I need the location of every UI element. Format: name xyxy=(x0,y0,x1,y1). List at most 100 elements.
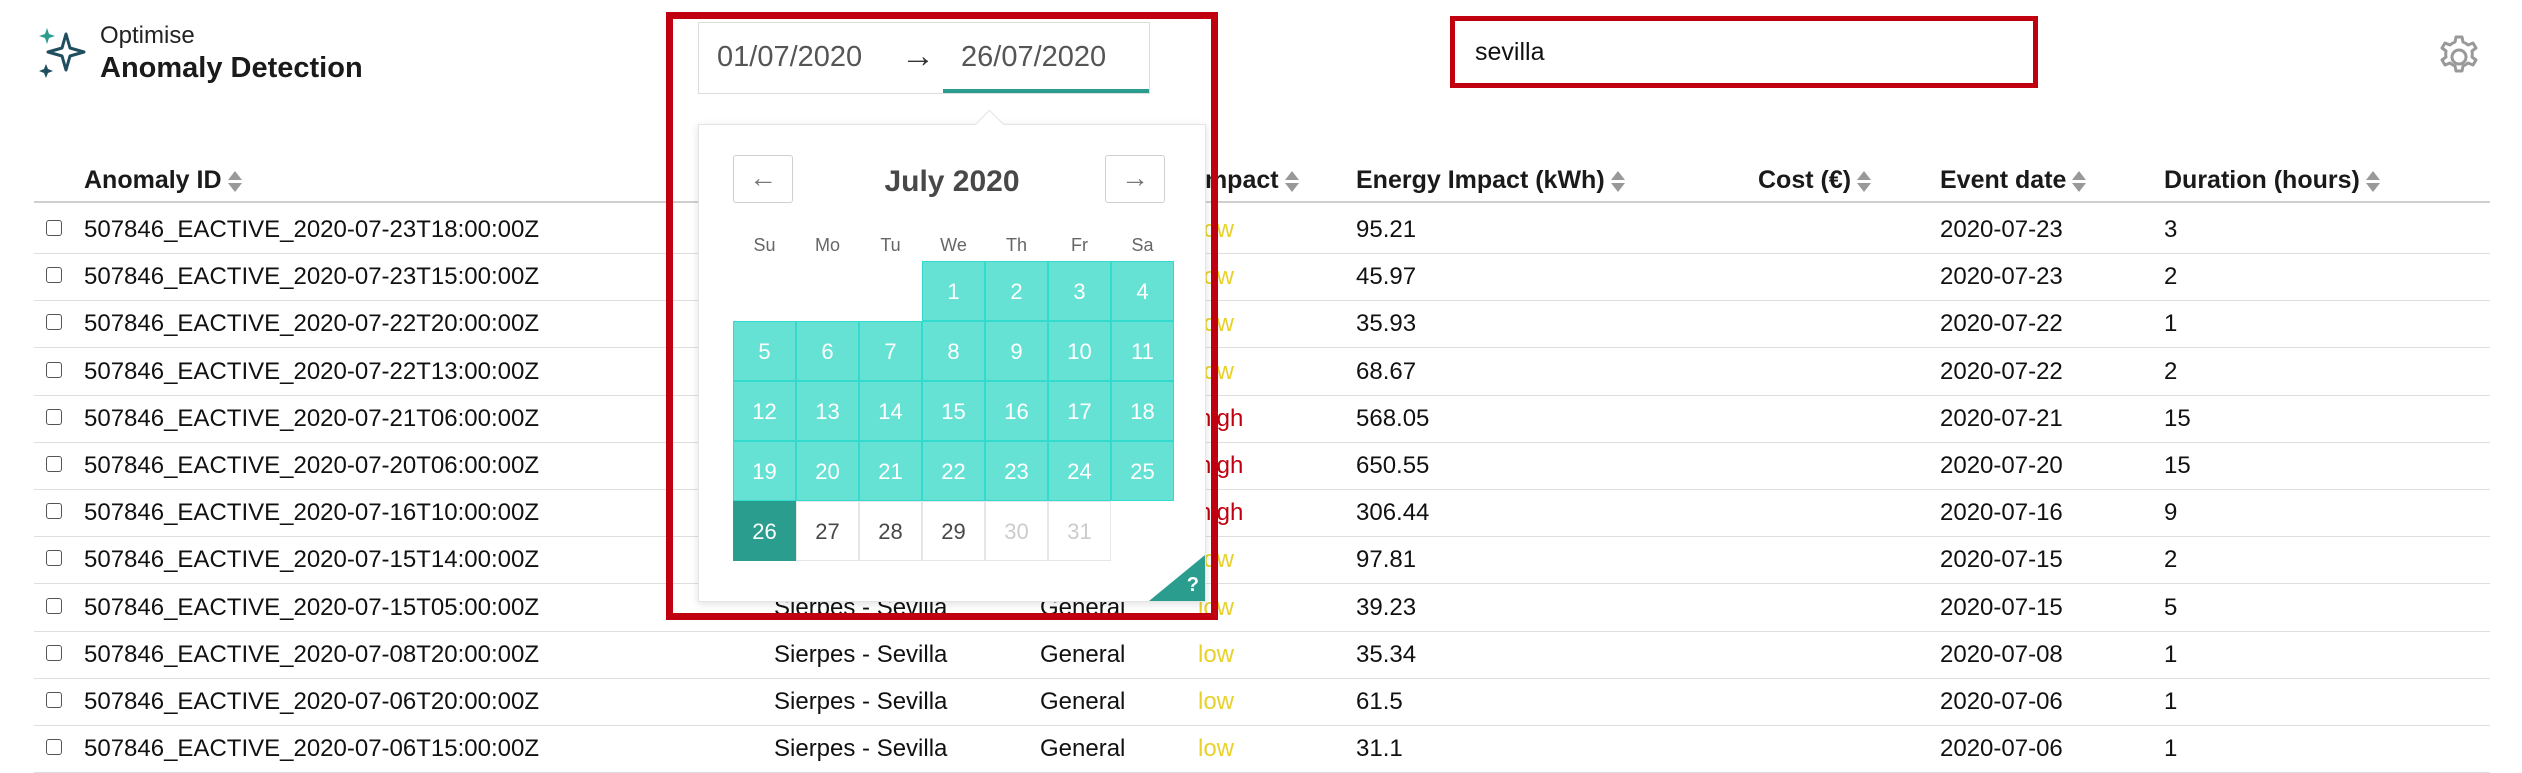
search-input[interactable] xyxy=(1473,31,2017,73)
calendar-day[interactable]: 28 xyxy=(859,501,922,561)
calendar-day[interactable]: 22 xyxy=(922,441,985,501)
energy-cell: 306.44 xyxy=(1356,499,1430,527)
col-header-impact[interactable]: Impact xyxy=(1198,166,1299,195)
col-header-event-date[interactable]: Event date xyxy=(1940,166,2087,195)
table-row[interactable]: 507846_EACTIVE_2020-07-22T13:00:00Z low 68… xyxy=(34,348,2490,396)
gear-icon[interactable] xyxy=(2436,34,2482,80)
table-row[interactable]: 507846_EACTIVE_2020-07-15T05:00:00Z Sierp… xyxy=(34,584,2490,632)
row-checkbox[interactable] xyxy=(46,597,62,614)
calendar-day[interactable]: 13 xyxy=(796,381,859,441)
end-date-input[interactable]: 26/07/2020 xyxy=(961,41,1107,73)
energy-cell: 95.21 xyxy=(1356,216,1417,243)
help-question-icon[interactable]: ? xyxy=(1186,574,1199,596)
col-header-duration[interactable]: Duration (hours) xyxy=(2164,166,2380,195)
brand: Optimise Anomaly Detection xyxy=(100,22,363,86)
calendar-day[interactable]: 18 xyxy=(1111,381,1174,441)
calendar-day[interactable]: 7 xyxy=(859,321,922,381)
duration-cell: 2 xyxy=(2164,546,2178,574)
calendar-day[interactable]: 6 xyxy=(796,321,859,381)
calendar-day[interactable]: 12 xyxy=(733,381,796,441)
calendar-day[interactable]: 23 xyxy=(985,441,1048,501)
weekday-label: Th xyxy=(1005,235,1027,255)
app-logo xyxy=(36,26,90,80)
prev-month-button[interactable]: ← xyxy=(733,155,793,203)
weekday-label: Su xyxy=(753,235,776,255)
row-checkbox[interactable] xyxy=(46,267,62,284)
calendar-day[interactable]: 8 xyxy=(922,321,985,381)
calendar-day[interactable]: 17 xyxy=(1048,381,1111,441)
calendar-day[interactable]: 26 xyxy=(733,501,796,561)
calendar-day[interactable]: 4 xyxy=(1111,261,1174,321)
col-header-energy-impact[interactable]: Energy Impact (kWh) xyxy=(1356,166,1625,195)
sort-icon[interactable] xyxy=(1610,169,1625,193)
calendar-day: 30 xyxy=(985,501,1048,561)
event-date-cell: 2020-07-15 xyxy=(1940,546,2063,574)
calendar-day[interactable]: 25 xyxy=(1111,441,1174,501)
event-date-cell: 2020-07-16 xyxy=(1940,499,2063,527)
table-row[interactable]: 507846_EACTIVE_2020-07-15T14:00:00Z low 97… xyxy=(34,536,2490,585)
calendar-day[interactable]: 19 xyxy=(733,441,796,501)
calendar-day[interactable]: 3 xyxy=(1048,261,1111,321)
next-month-button[interactable]: → xyxy=(1105,155,1165,203)
calendar-day[interactable]: 16 xyxy=(985,381,1048,441)
calendar-day[interactable]: 2 xyxy=(985,261,1048,321)
row-checkbox[interactable] xyxy=(46,692,62,708)
row-checkbox[interactable] xyxy=(46,361,62,378)
table-row[interactable]: 507846_EACTIVE_2020-07-22T20:00:00Z low 35… xyxy=(34,300,2490,349)
weekday-label: Sa xyxy=(1131,235,1154,255)
impact-cell: low xyxy=(1198,640,1235,668)
calendar-day[interactable]: 14 xyxy=(859,381,922,441)
calendar-day[interactable]: 24 xyxy=(1048,441,1111,501)
calendar-day[interactable]: 10 xyxy=(1048,321,1111,381)
energy-cell: 97.81 xyxy=(1356,546,1417,574)
calendar-day[interactable]: 27 xyxy=(796,501,859,561)
row-checkbox[interactable] xyxy=(46,644,62,661)
event-date-cell: 2020-07-15 xyxy=(1940,593,2063,621)
start-date-input[interactable]: 01/07/2020 xyxy=(717,41,863,73)
row-checkbox[interactable] xyxy=(46,503,62,520)
duration-cell: 2 xyxy=(2164,263,2178,291)
calendar-day: 31 xyxy=(1048,501,1111,561)
anomaly-id-cell: 507846_EACTIVE_2020-07-22T13:00:00Z xyxy=(84,357,539,385)
calendar-day[interactable]: 20 xyxy=(796,441,859,501)
energy-cell: 61.5 xyxy=(1356,688,1403,715)
row-checkbox[interactable] xyxy=(46,220,62,236)
sort-icon[interactable] xyxy=(2365,169,2380,193)
duration-cell: 3 xyxy=(2164,216,2178,243)
table-row[interactable]: 507846_EACTIVE_2020-07-08T20:00:00Z Sierp… xyxy=(34,631,2490,679)
search-box-highlight xyxy=(1450,16,2038,88)
sort-icon[interactable] xyxy=(2072,169,2087,193)
keyboard-help-button[interactable] xyxy=(1149,555,1205,601)
energy-cell: 35.93 xyxy=(1356,310,1417,338)
calendar-day[interactable]: 1 xyxy=(922,261,985,321)
date-range-picker[interactable]: 01/07/2020 → 26/07/2020 xyxy=(698,22,1150,94)
calendar-day[interactable]: 9 xyxy=(985,321,1048,381)
duration-cell: 1 xyxy=(2164,640,2178,668)
table-row[interactable]: 507846_EACTIVE_2020-07-23T15:00:00Z low 45… xyxy=(34,253,2490,302)
sort-icon[interactable] xyxy=(227,169,242,193)
calendar-day[interactable]: 5 xyxy=(733,321,796,381)
weekday-label: Tu xyxy=(880,235,901,255)
row-checkbox[interactable] xyxy=(46,550,62,567)
calendar-day[interactable]: 21 xyxy=(859,441,922,501)
event-date-cell: 2020-07-21 xyxy=(1940,404,2063,432)
sort-icon[interactable] xyxy=(1857,169,1872,193)
table-row[interactable]: 507846_EACTIVE_2020-07-21T06:00:00Z high 5… xyxy=(34,395,2490,443)
table-row[interactable]: 507846_EACTIVE_2020-07-06T20:00:00Z Sierp… xyxy=(34,678,2490,726)
event-date-cell: 2020-07-22 xyxy=(1940,357,2063,385)
row-checkbox[interactable] xyxy=(46,408,62,425)
calendar-day[interactable]: 29 xyxy=(922,501,985,561)
table-row[interactable]: 507846_EACTIVE_2020-07-06T15:00:00Z Sierp… xyxy=(34,725,2490,773)
row-checkbox[interactable] xyxy=(46,456,62,472)
table-row[interactable]: 507846_EACTIVE_2020-07-23T18:00:00Z low 95… xyxy=(34,206,2490,254)
row-checkbox[interactable] xyxy=(46,314,62,331)
row-checkbox[interactable] xyxy=(46,739,62,756)
col-header-cost[interactable]: Cost (€) xyxy=(1758,166,1872,195)
table-row[interactable]: 507846_EACTIVE_2020-07-20T06:00:00Z high 6… xyxy=(34,442,2490,490)
col-header-anomaly-id[interactable]: Anomaly ID xyxy=(84,166,242,195)
type-cell: General xyxy=(1040,640,1126,668)
sort-icon[interactable] xyxy=(1284,169,1299,193)
table-row[interactable]: 507846_EACTIVE_2020-07-16T10:00:00Z high 3… xyxy=(34,489,2490,538)
calendar-day[interactable]: 11 xyxy=(1111,321,1174,381)
calendar-day[interactable]: 15 xyxy=(922,381,985,441)
